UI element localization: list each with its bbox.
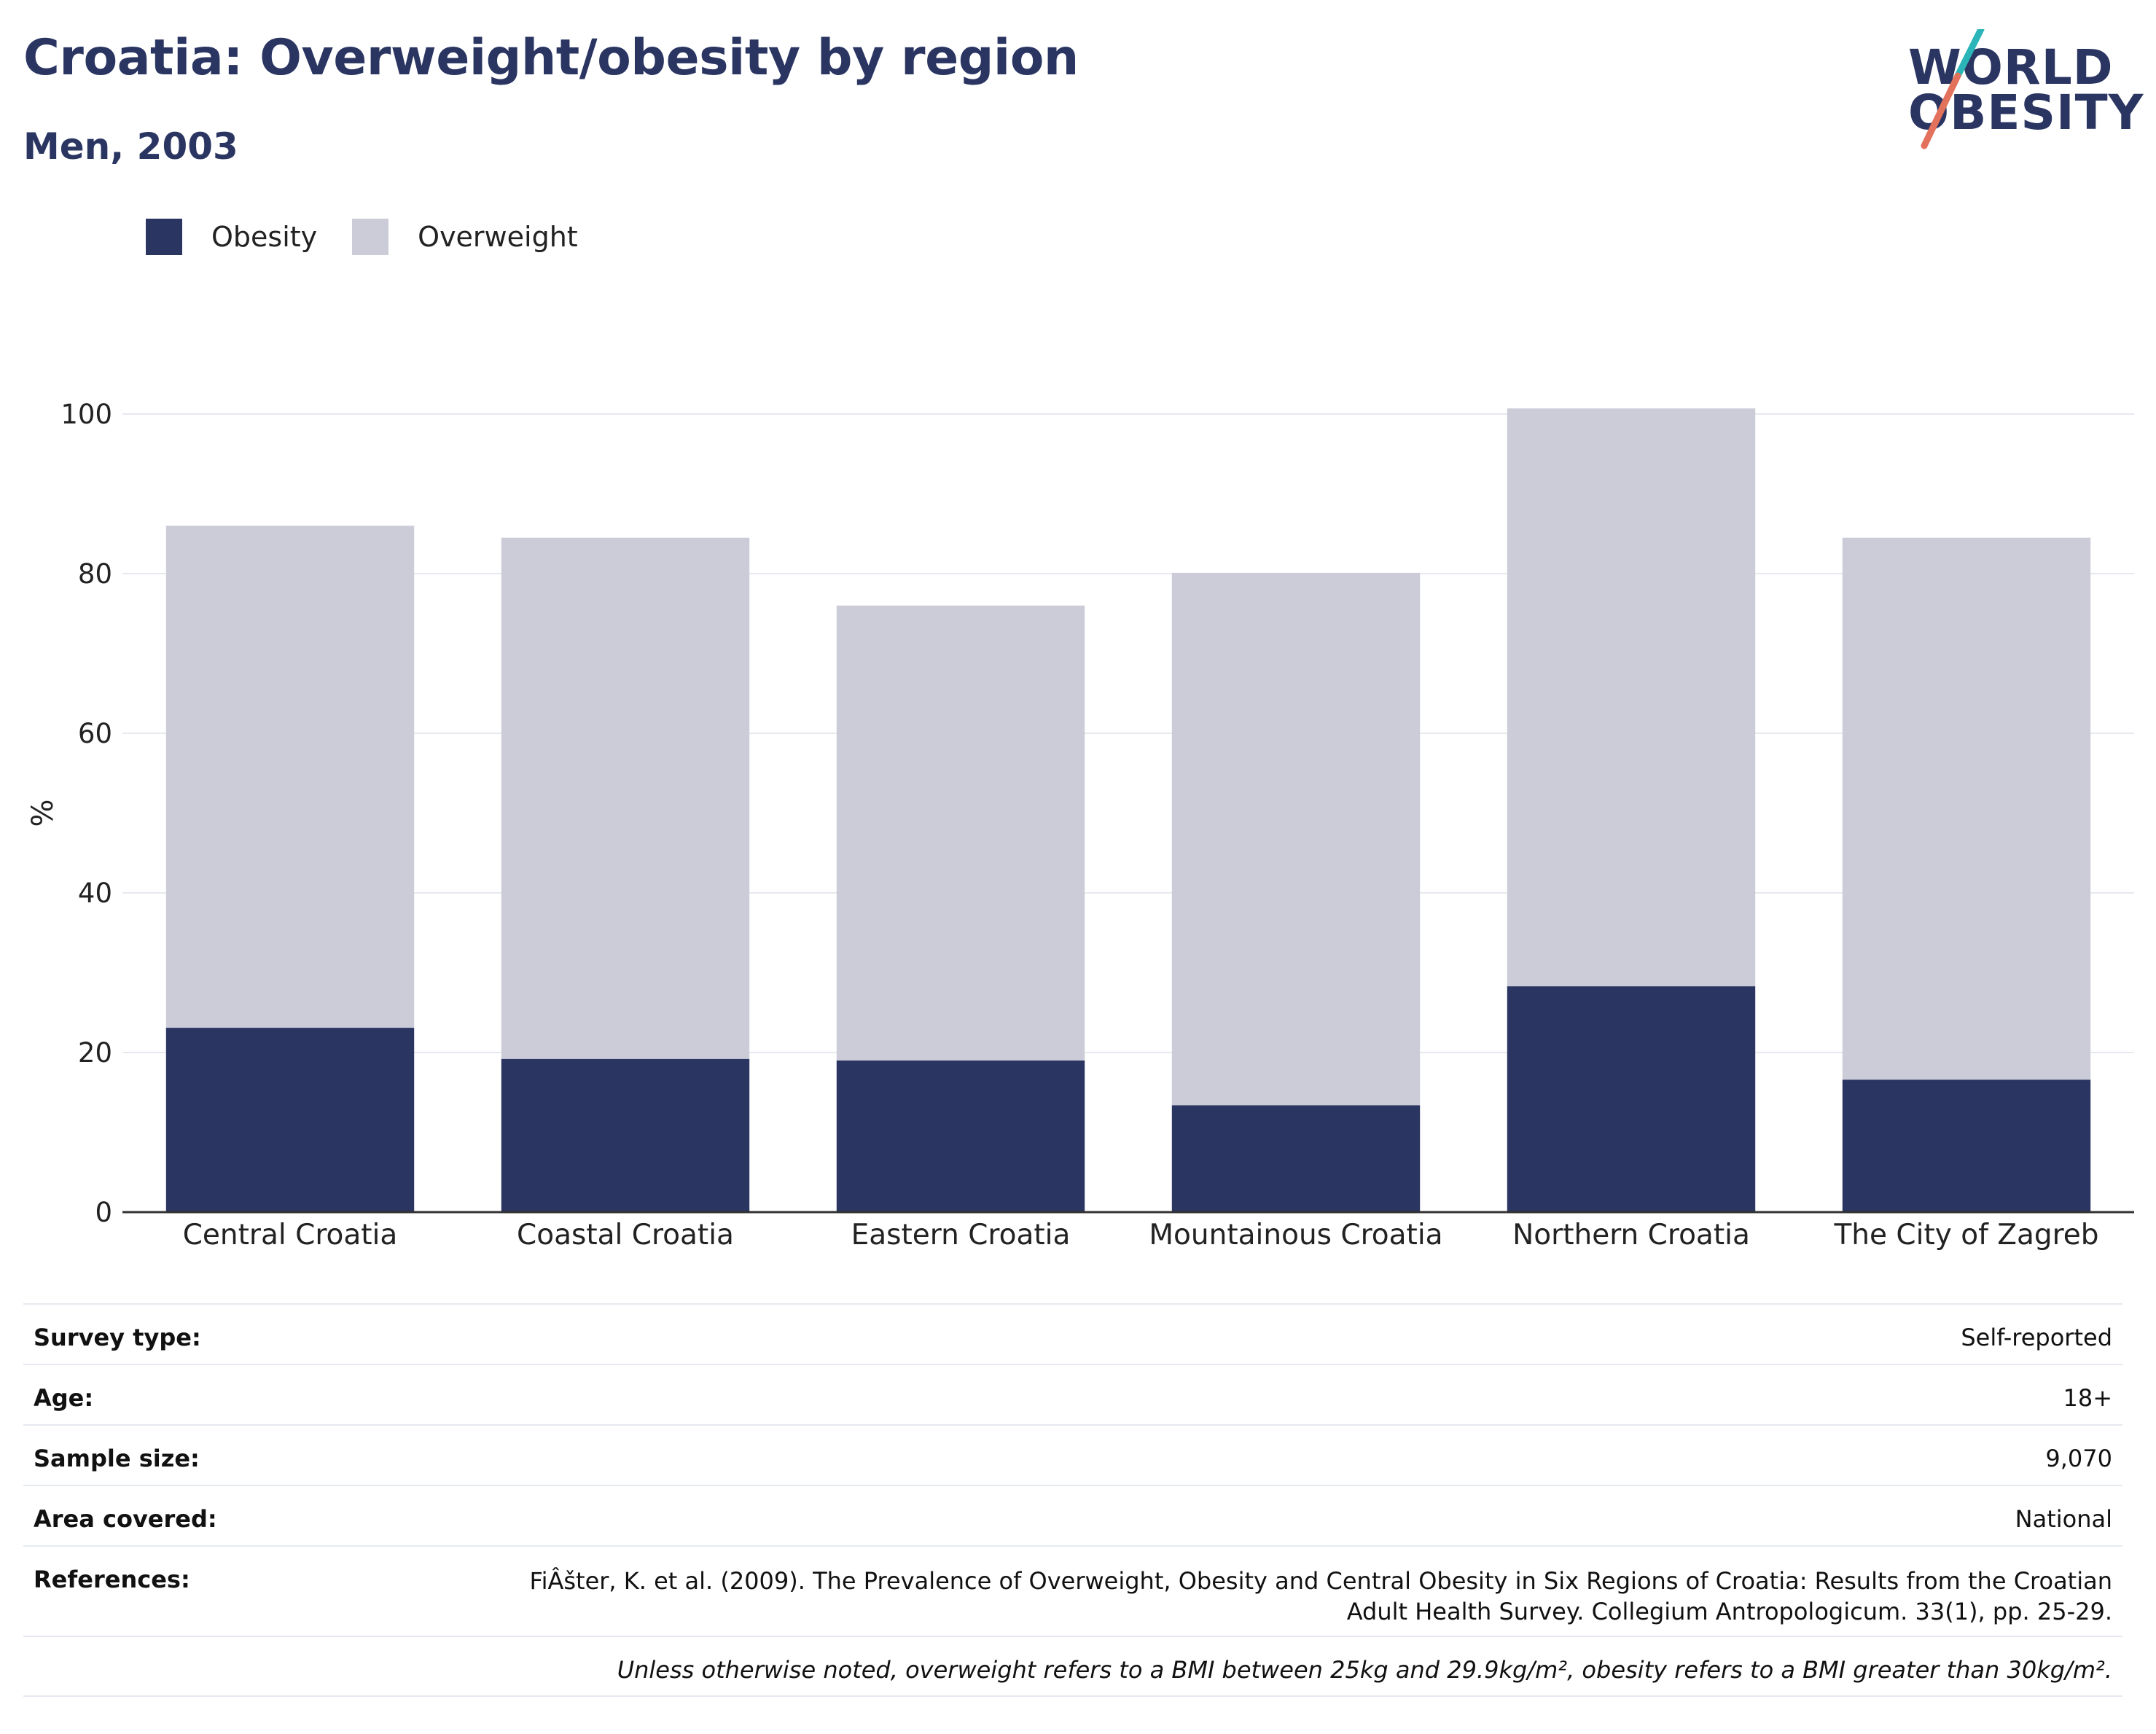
meta-key: Age: [34,1384,94,1412]
legend-swatch-overweight [352,219,389,255]
meta-key: Survey type: [34,1324,201,1351]
bar-overweight-central-croatia [165,526,415,1028]
y-tick-label: 20 [78,1037,112,1069]
chart-subtitle: Men, 2003 [23,125,238,168]
legend-item-overweight: Overweight [352,219,578,255]
y-tick-label: 0 [95,1197,112,1228]
bar-overweight-eastern-croatia [836,605,1085,1061]
logo-slash-icon [1921,29,1985,149]
legend-label: Obesity [211,221,318,253]
y-tick-label: 100 [60,399,112,430]
bar-overweight-the-city-of-zagreb [1842,537,2091,1080]
meta-row-sample-size: Sample size: 9,070 [23,1424,2122,1485]
bar-overweight-northern-croatia [1507,408,1756,987]
bar-overweight-coastal-croatia [501,537,750,1059]
x-tick-label: Coastal Croatia [517,1219,734,1251]
y-tick-label: 40 [78,878,112,909]
meta-key: Area covered: [34,1505,217,1533]
x-tick-label: Mountainous Croatia [1149,1219,1442,1251]
meta-key: References: [34,1566,190,1593]
bar-obesity-mountainous-croatia [1171,1105,1421,1212]
meta-value: Self-reported [1961,1324,2112,1351]
logo-line-1: WORLD [1908,39,2114,95]
meta-value: 9,070 [2045,1445,2112,1472]
bar-overweight-mountainous-croatia [1171,572,1421,1106]
legend-item-obesity: Obesity [146,219,317,255]
legend-label: Overweight [418,221,578,253]
meta-row-references: References: FiÂšter, K. et al. (2009). T… [23,1545,2122,1636]
reference-line-1: FiÂšter, K. et al. (2009). The Prevalenc… [529,1567,2112,1595]
stacked-bar-chart: 0 20 40 60 80 100% Central Croatia Coastal Croa… [26,399,2134,1251]
bar-obesity-coastal-croatia [501,1058,750,1212]
bar-obesity-the-city-of-zagreb [1842,1079,2091,1212]
meta-value: National [2015,1505,2112,1533]
meta-row-age: Age: 18+ [23,1364,2122,1424]
meta-row-footnote: Unless otherwise noted, overweight refer… [23,1636,2122,1695]
y-tick-label: 60 [78,718,112,749]
x-tick-label: The City of Zagreb [1833,1219,2098,1251]
bar-obesity-northern-croatia [1507,986,1756,1212]
y-tick-label: 80 [78,558,112,590]
x-tick-label: Central Croatia [183,1219,398,1251]
table-bottom-rule [23,1695,2122,1697]
x-tick-label: Northern Croatia [1512,1219,1750,1251]
reference-line-2: Adult Health Survey. Collegium Antropolo… [1346,1598,2112,1625]
reference-text: FiÂšter, K. et al. (2009). The Prevalenc… [529,1566,2112,1627]
bar-obesity-eastern-croatia [836,1060,1085,1212]
chart-title: Croatia: Overweight/obesity by region [23,29,1079,87]
meta-row-survey-type: Survey type: Self-reported [23,1303,2122,1364]
meta-key: Sample size: [34,1445,200,1472]
meta-value: 18+ [2063,1384,2112,1412]
survey-metadata-table: Survey type: Self-reported Age: 18+ Samp… [23,1303,2122,1697]
world-obesity-logo: WORLD OBESITY [1895,29,2143,160]
chart-legend: Obesity Overweight [146,219,613,255]
bar-obesity-central-croatia [165,1028,415,1212]
bmi-footnote: Unless otherwise noted, overweight refer… [617,1656,2112,1684]
x-tick-label: Eastern Croatia [851,1219,1071,1251]
legend-swatch-obesity [146,219,182,255]
meta-row-area-covered: Area covered: National [23,1485,2122,1545]
y-axis-label: % [26,799,60,827]
